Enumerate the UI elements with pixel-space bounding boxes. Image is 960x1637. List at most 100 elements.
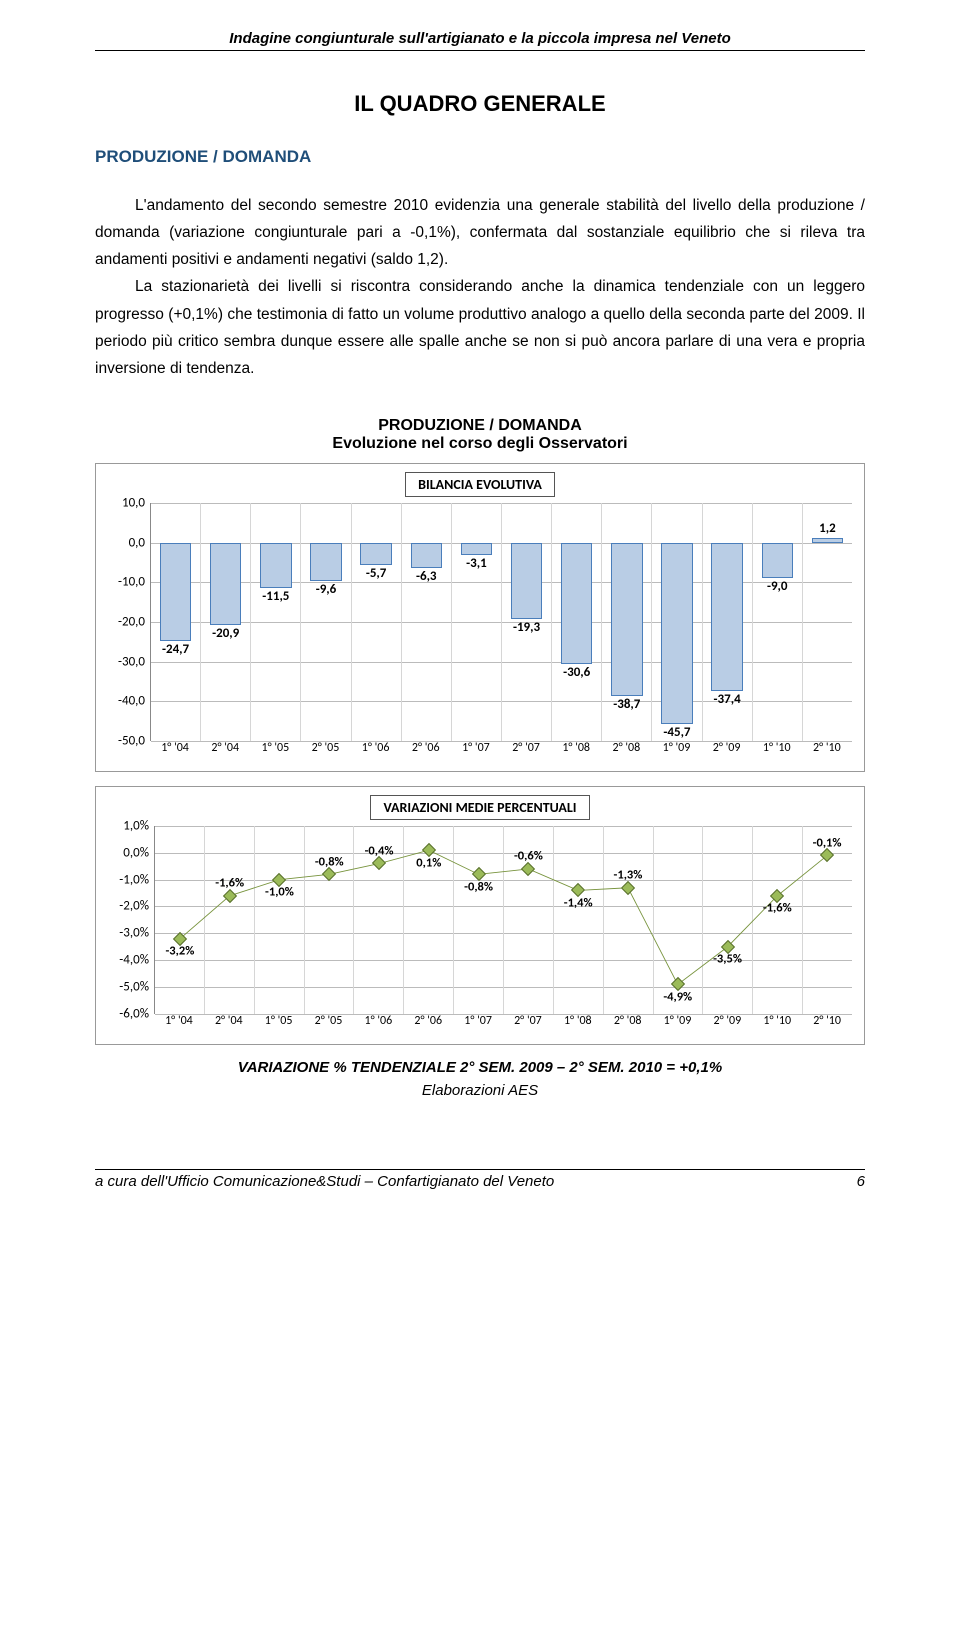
line-value-label: -1,6%: [763, 901, 792, 916]
bar: [461, 543, 492, 555]
bar-slot: -19,3: [502, 503, 552, 741]
bar: [561, 543, 592, 664]
y-tick-label: -4,0%: [119, 953, 155, 968]
bar: [762, 543, 793, 579]
bar: [210, 543, 241, 626]
y-tick-label: -5,0%: [119, 980, 155, 995]
bar: [160, 543, 191, 641]
y-tick-label: -30,0: [118, 654, 151, 669]
line-chart-title: VARIAZIONI MEDIE PERCENTUALI: [370, 795, 589, 820]
bar-value-label: -38,7: [613, 697, 640, 712]
line-value-label: -0,6%: [514, 849, 543, 864]
x-tick-label: 2° '09: [702, 741, 752, 763]
bar-slot: -30,6: [552, 503, 602, 741]
bar-slot: -9,6: [301, 503, 351, 741]
x-tick-label: 1° '08: [551, 741, 601, 763]
bar: [360, 543, 391, 566]
x-tick-label: 2° '05: [300, 741, 350, 763]
x-tick-label: 2° '07: [501, 741, 551, 763]
x-tick-label: 1° '04: [150, 741, 200, 763]
bar: [711, 543, 742, 691]
y-tick-label: -6,0%: [119, 1006, 155, 1021]
bar-value-label: -6,3: [416, 568, 437, 583]
y-tick-label: -40,0: [118, 694, 151, 709]
main-title: IL QUADRO GENERALE: [95, 91, 865, 117]
line-value-label: 0,1%: [416, 855, 441, 870]
y-tick-label: 1,0%: [123, 818, 155, 833]
x-tick-label: 1° '05: [250, 741, 300, 763]
y-tick-label: -1,0%: [119, 872, 155, 887]
bar-value-label: -30,6: [563, 665, 590, 680]
x-tick-label: 1° '08: [553, 1014, 603, 1036]
line-value-label: -1,3%: [614, 868, 643, 883]
bar-slot: -24,7: [151, 503, 201, 741]
x-tick-label: 1° '06: [353, 1014, 403, 1036]
bar: [812, 538, 843, 543]
x-tick-label: 1° '07: [451, 741, 501, 763]
bar-value-label: -11,5: [262, 589, 289, 604]
elaboration-note: Elaborazioni AES: [95, 1082, 865, 1099]
bar-value-label: -45,7: [663, 725, 690, 740]
line-value-label: -0,1%: [813, 835, 842, 850]
chart-super-subtitle: Evoluzione nel corso degli Osservatori: [95, 435, 865, 453]
line-value-label: -1,0%: [265, 885, 294, 900]
x-tick-label: 1° '04: [154, 1014, 204, 1036]
y-tick-label: -2,0%: [119, 899, 155, 914]
line-value-label: -1,4%: [564, 895, 593, 910]
variation-note: VARIAZIONE % TENDENZIALE 2° SEM. 2009 – …: [95, 1059, 865, 1076]
x-tick-label: 2° '07: [503, 1014, 553, 1036]
bar-slot: -11,5: [251, 503, 301, 741]
bar-value-label: 1,2: [819, 521, 836, 536]
x-tick-label: 2° '06: [403, 1014, 453, 1036]
line-value-label: -0,8%: [315, 854, 344, 869]
y-tick-label: 10,0: [122, 495, 151, 510]
bar-value-label: -9,6: [316, 581, 337, 596]
line-chart-box: VARIAZIONI MEDIE PERCENTUALI 1,0% 0,0% -1,…: [95, 786, 865, 1045]
chart-super-title: PRODUZIONE / DOMANDA: [95, 417, 865, 435]
bar-slot: -45,7: [652, 503, 702, 741]
x-tick-label: 1° '06: [351, 741, 401, 763]
x-tick-label: 1° '05: [254, 1014, 304, 1036]
x-tick-label: 2° '08: [603, 1014, 653, 1036]
x-tick-label: 1° '07: [453, 1014, 503, 1036]
bar-value-label: -5,7: [366, 566, 387, 581]
x-tick-label: 2° '08: [601, 741, 651, 763]
paragraph-2: La stazionarietà dei livelli si riscontr…: [95, 273, 865, 382]
page-header-title: Indagine congiunturale sull'artigianato …: [95, 30, 865, 51]
line-value-label: -0,4%: [365, 843, 394, 858]
bar-value-label: -24,7: [162, 641, 189, 656]
line-value-label: -1,6%: [215, 876, 244, 891]
line-value-label: -3,2%: [165, 944, 194, 959]
y-tick-label: -3,0%: [119, 926, 155, 941]
bar-value-label: -20,9: [212, 626, 239, 641]
y-tick-label: -10,0: [118, 575, 151, 590]
page-footer: a cura dell'Ufficio Comunicazione&Studi …: [95, 1169, 865, 1190]
x-tick-label: 2° '04: [204, 1014, 254, 1036]
footer-page-number: 6: [857, 1173, 865, 1190]
section-heading: PRODUZIONE / DOMANDA: [95, 147, 865, 167]
bar: [611, 543, 642, 697]
bar-slot: -5,7: [352, 503, 402, 741]
bar-slot: 1,2: [803, 503, 852, 741]
line-value-label: -0,8%: [464, 879, 493, 894]
bar: [260, 543, 291, 589]
bar: [511, 543, 542, 620]
bar-value-label: -3,1: [466, 556, 487, 571]
bar-value-label: -9,0: [767, 579, 788, 594]
x-tick-label: 1° '10: [752, 741, 802, 763]
x-tick-label: 2° '04: [200, 741, 250, 763]
x-tick-label: 2° '10: [802, 741, 852, 763]
bar-slot: -37,4: [703, 503, 753, 741]
x-tick-label: 2° '09: [702, 1014, 752, 1036]
x-tick-label: 1° '10: [752, 1014, 802, 1036]
y-tick-label: 0,0%: [123, 845, 155, 860]
bar-chart: 10,00,0-10,0-20,0-30,0-40,0-50,0-24,7-20…: [150, 503, 852, 763]
paragraph-1: L'andamento del secondo semestre 2010 ev…: [95, 192, 865, 273]
body-text: L'andamento del secondo semestre 2010 ev…: [95, 192, 865, 382]
bar-slot: -9,0: [753, 503, 803, 741]
bar-slot: -3,1: [452, 503, 502, 741]
bar-value-label: -19,3: [513, 620, 540, 635]
x-tick-label: 1° '09: [651, 741, 701, 763]
y-tick-label: 0,0: [129, 535, 151, 550]
bar-value-label: -37,4: [714, 692, 741, 707]
